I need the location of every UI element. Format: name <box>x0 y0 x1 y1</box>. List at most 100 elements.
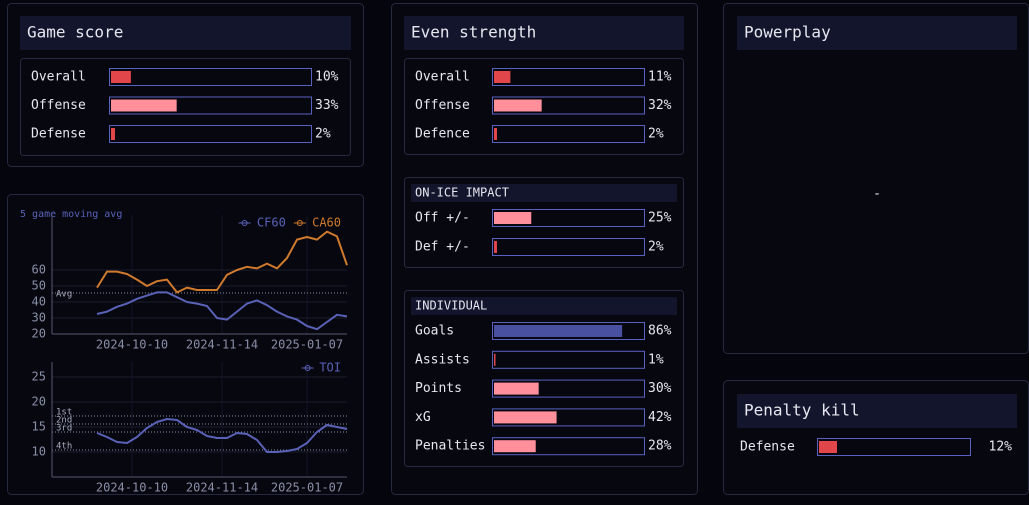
section-header <box>411 184 677 202</box>
reference-label: Avg <box>56 290 72 300</box>
panel-header <box>404 16 684 50</box>
panel-title: Penalty kill <box>744 401 860 420</box>
series-line <box>96 418 348 453</box>
bar <box>494 71 511 83</box>
bar-track <box>492 350 645 369</box>
y-tick-label: 10 <box>32 445 46 459</box>
row-value: 2% <box>648 240 664 255</box>
x-tick-label: 2024-11-14 <box>186 481 258 495</box>
x-tick-label: 2024-10-10 <box>96 338 168 352</box>
row-value: 2% <box>648 127 664 142</box>
reference-label: 1st <box>56 408 72 418</box>
bar <box>111 71 131 83</box>
panel-header <box>737 16 1017 50</box>
legend-label: CA60 <box>312 216 341 230</box>
panel-title: Game score <box>27 23 123 42</box>
empty-value: - <box>873 187 881 202</box>
panel <box>391 3 698 495</box>
reference-label: 2nd <box>56 416 72 426</box>
chart-subtitle: 5 game moving avg <box>20 209 122 220</box>
series-line <box>96 291 348 331</box>
bar-track <box>492 125 645 143</box>
legend-label: TOI <box>319 361 341 375</box>
x-tick-label: 2024-11-14 <box>186 338 258 352</box>
stat-box <box>404 177 684 268</box>
reference-label: 3rd <box>56 424 72 434</box>
bar-track <box>492 322 645 340</box>
row-label: Defence <box>415 127 470 142</box>
row-value: 11% <box>648 70 672 85</box>
row-label: Off +/- <box>415 211 470 226</box>
bar-track <box>109 68 312 86</box>
legend-marker <box>241 220 248 226</box>
y-tick-label: 40 <box>32 295 46 309</box>
row-label: Def +/- <box>415 240 470 255</box>
legend-label: CF60 <box>257 216 286 230</box>
y-tick-label: 20 <box>32 327 46 341</box>
panel-title: Even strength <box>411 23 536 42</box>
row-label: Overall <box>31 70 86 85</box>
panel-header <box>737 394 1017 428</box>
stat-box <box>20 58 351 156</box>
row-value: 86% <box>648 324 672 339</box>
row-value: 33% <box>315 98 339 113</box>
y-tick-label: 50 <box>32 279 46 293</box>
bar <box>494 411 557 424</box>
row-label: Goals <box>415 324 454 339</box>
bar <box>494 212 532 224</box>
bar <box>111 128 115 140</box>
row-value: 1% <box>648 352 664 367</box>
row-label: Offense <box>415 98 470 113</box>
bar <box>494 325 623 337</box>
x-tick-label: 2025-01-07 <box>271 481 343 495</box>
stat-box <box>404 290 684 467</box>
bar <box>494 128 497 140</box>
y-tick-label: 25 <box>32 370 46 384</box>
y-tick-label: 15 <box>32 420 46 434</box>
row-label: Defense <box>31 127 86 142</box>
row-value: 30% <box>648 381 672 396</box>
bar-track <box>492 238 645 256</box>
section-title: INDIVIDUAL <box>415 299 487 313</box>
bar-track <box>817 438 971 456</box>
row-value: 28% <box>648 439 672 454</box>
row-value: 12% <box>989 440 1013 455</box>
row-label: Points <box>415 381 462 396</box>
bar-track <box>492 437 645 456</box>
panel-header <box>20 16 351 50</box>
row-label: xG <box>415 410 431 425</box>
row-label: Overall <box>415 70 470 85</box>
bar-track <box>492 209 645 227</box>
bar <box>494 99 542 112</box>
section-title: ON-ICE IMPACT <box>415 186 509 200</box>
bar-track <box>492 96 645 115</box>
legend-marker <box>296 220 303 226</box>
row-value: 2% <box>315 127 331 142</box>
y-tick-label: 60 <box>32 263 46 277</box>
x-tick-label: 2024-10-10 <box>96 481 168 495</box>
bar <box>494 440 536 453</box>
legend-marker <box>304 365 311 371</box>
x-tick-label: 2025-01-07 <box>271 338 343 352</box>
row-label: Defense <box>740 440 795 455</box>
y-tick-label: 30 <box>32 311 46 325</box>
row-value: 10% <box>315 70 339 85</box>
bar <box>494 353 496 366</box>
bar-track <box>492 408 645 427</box>
row-value: 42% <box>648 410 672 425</box>
section-header <box>411 297 677 315</box>
stat-box <box>404 58 684 155</box>
bar <box>494 382 539 395</box>
bar <box>819 441 837 453</box>
bar-track <box>492 68 645 86</box>
bar-track <box>109 125 312 143</box>
row-value: 25% <box>648 211 672 226</box>
panel <box>723 3 1029 354</box>
row-value: 32% <box>648 98 672 113</box>
row-label: Penalties <box>415 439 485 454</box>
panel-title: Powerplay <box>744 23 831 42</box>
bar-track <box>109 96 312 115</box>
bar <box>111 99 177 112</box>
bar-track <box>492 379 645 398</box>
